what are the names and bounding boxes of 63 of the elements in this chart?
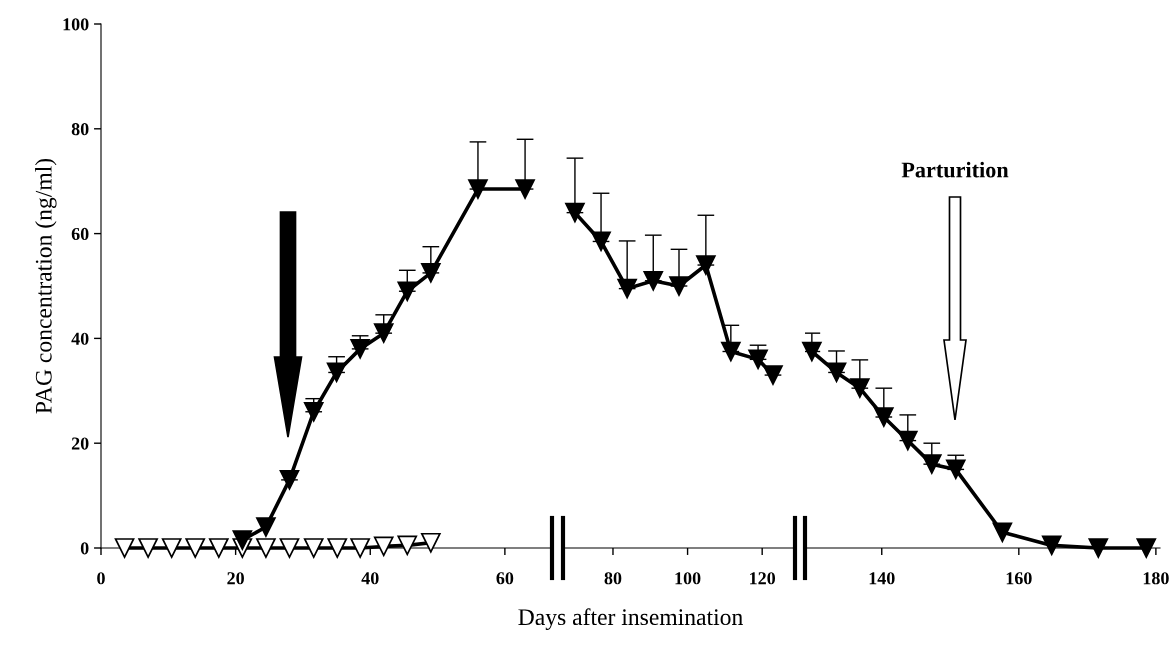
point bbox=[763, 365, 783, 385]
point bbox=[373, 536, 394, 557]
y-tick-label: 100 bbox=[63, 18, 89, 31]
point bbox=[515, 179, 535, 199]
x-tick-label: 180 bbox=[1143, 572, 1169, 585]
point bbox=[161, 538, 182, 558]
point bbox=[921, 454, 942, 475]
point bbox=[420, 263, 441, 283]
point bbox=[303, 401, 324, 422]
x-axis-title: Days after insemination bbox=[518, 608, 743, 630]
point bbox=[326, 362, 347, 383]
point bbox=[468, 179, 488, 199]
point bbox=[327, 538, 348, 558]
x-tick-label: 80 bbox=[604, 572, 622, 585]
point bbox=[279, 538, 300, 558]
point bbox=[1041, 535, 1062, 556]
point bbox=[350, 538, 371, 558]
point bbox=[826, 362, 847, 383]
point bbox=[256, 517, 276, 537]
x-tick-label: 20 bbox=[227, 572, 244, 585]
y-axis-title: PAG concentration (ng/ml) bbox=[35, 158, 57, 414]
y-tick-label: 20 bbox=[71, 437, 89, 450]
point bbox=[1136, 538, 1157, 558]
point bbox=[695, 255, 716, 275]
point bbox=[138, 538, 158, 558]
point bbox=[873, 407, 894, 427]
point bbox=[232, 530, 253, 551]
x-tick-label: 140 bbox=[869, 572, 895, 585]
point bbox=[565, 202, 585, 223]
point bbox=[617, 278, 638, 299]
x-tick-label: 120 bbox=[750, 572, 776, 585]
point bbox=[720, 341, 741, 362]
point bbox=[397, 535, 418, 556]
x-tick-label: 60 bbox=[496, 572, 514, 585]
point bbox=[945, 459, 966, 480]
point bbox=[801, 341, 822, 362]
point bbox=[350, 339, 371, 359]
point bbox=[591, 231, 611, 252]
point bbox=[420, 532, 441, 553]
y-tick-label: 80 bbox=[71, 123, 89, 136]
point bbox=[992, 522, 1013, 543]
point bbox=[1088, 538, 1109, 558]
point bbox=[669, 276, 689, 296]
x-tick-label: 160 bbox=[1006, 572, 1032, 585]
point bbox=[897, 430, 918, 451]
point bbox=[748, 349, 768, 370]
point bbox=[373, 323, 394, 344]
point bbox=[256, 538, 276, 558]
point bbox=[279, 470, 300, 490]
point bbox=[114, 538, 135, 558]
x-tick-label: 40 bbox=[361, 572, 379, 585]
x-tick-label: 0 bbox=[97, 572, 105, 585]
point bbox=[303, 538, 324, 558]
point bbox=[849, 378, 870, 399]
y-tick-label: 0 bbox=[80, 542, 89, 555]
point bbox=[185, 538, 206, 558]
y-tick-label: 40 bbox=[71, 332, 89, 345]
annotation: Parturition bbox=[901, 161, 1009, 178]
point bbox=[397, 281, 418, 302]
point bbox=[208, 538, 229, 558]
point bbox=[643, 270, 664, 291]
y-tick-label: 60 bbox=[71, 227, 89, 241]
x-tick-label: 100 bbox=[675, 572, 701, 585]
